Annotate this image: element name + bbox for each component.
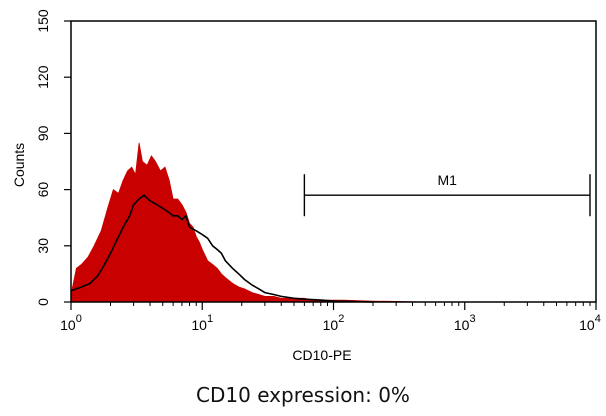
plot-area	[70, 142, 426, 303]
series-filled-histogram	[70, 142, 426, 303]
gate-markers: M1	[303, 172, 591, 217]
y-tick-label: 30	[35, 238, 51, 254]
x-tick-label: 104	[579, 313, 601, 333]
marker-label: M1	[437, 172, 457, 188]
y-axis-title: Counts	[11, 143, 27, 187]
x-tick-label: 102	[323, 313, 345, 333]
y-tick-label: 60	[35, 182, 51, 198]
y-tick-label: 120	[35, 65, 51, 89]
x-tick-label: 103	[454, 313, 476, 333]
x-axis-ticks: 100 101 102 103 104	[60, 302, 601, 333]
y-tick-label: 150	[35, 9, 51, 33]
x-tick-label: 101	[191, 313, 213, 333]
y-axis-ticks: 0 30 60 90 120 150	[35, 9, 71, 306]
x-tick-label: 100	[60, 313, 82, 333]
figure-caption: CD10 expression: 0%	[196, 383, 410, 407]
x-axis-title: CD10-PE	[292, 347, 351, 363]
y-tick-label: 0	[35, 298, 51, 306]
y-tick-label: 90	[35, 125, 51, 141]
series-outline-histogram	[70, 194, 374, 303]
